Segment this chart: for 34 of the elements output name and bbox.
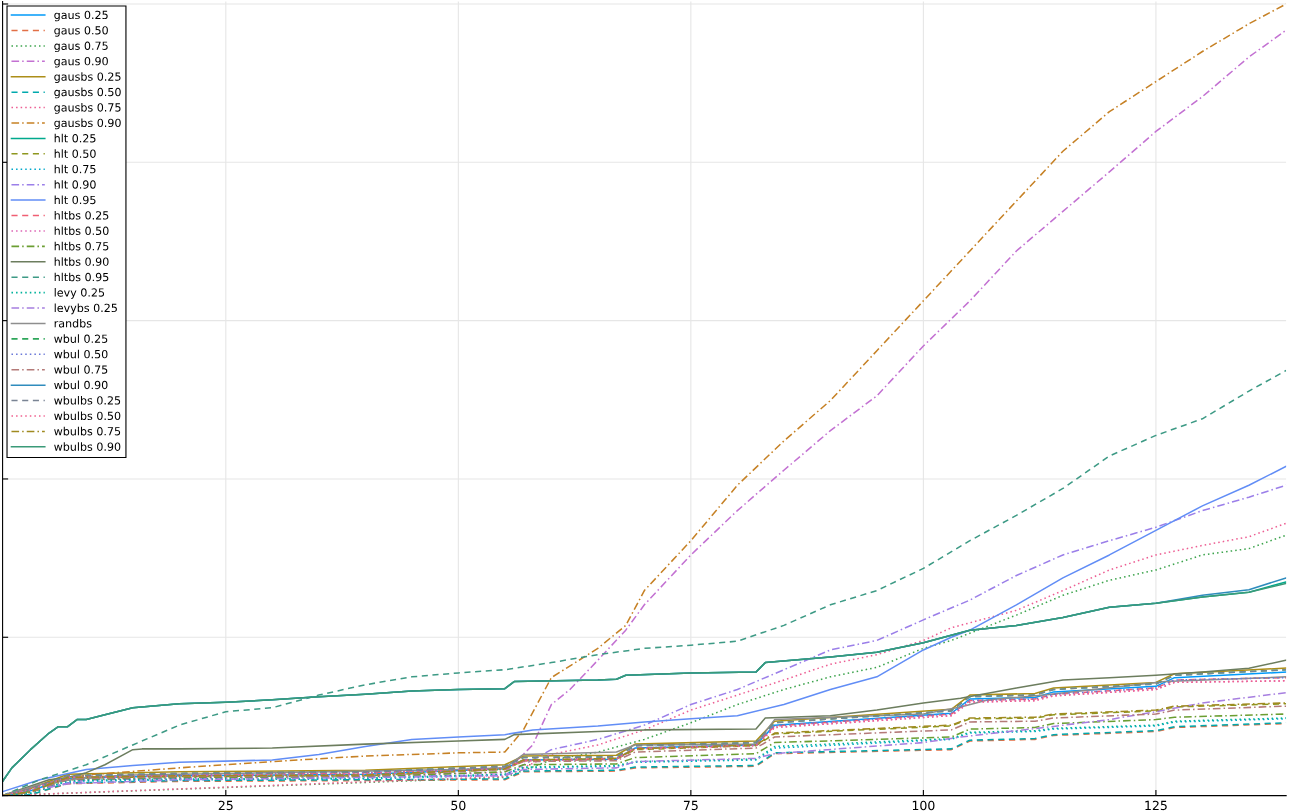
legend-label: hltbs 0.50 xyxy=(54,226,109,235)
x-tick-label: 25 xyxy=(218,800,233,811)
legend-label: hltbs 0.75 xyxy=(54,241,109,251)
legend-label: wbulbs 0.50 xyxy=(54,411,121,421)
legend-label: wbulbs 0.75 xyxy=(54,426,121,436)
legend-label: wbulbs 0.90 xyxy=(54,442,121,451)
legend-label: hltbs 0.90 xyxy=(54,257,109,266)
x-tick-label: 125 xyxy=(1145,800,1167,811)
legend-label: hlt 0.25 xyxy=(54,133,96,143)
legend-label: wbul 0.25 xyxy=(54,334,108,343)
x-tick-label: 75 xyxy=(683,800,698,811)
legend-label: randbs xyxy=(54,318,92,328)
legend-label: hltbs 0.25 xyxy=(54,210,109,220)
legend-label: gausbs 0.90 xyxy=(54,118,121,130)
legend-label: levy 0.25 xyxy=(54,288,105,299)
legend-label: hlt 0.75 xyxy=(54,164,96,174)
legend-label: wbul 0.90 xyxy=(54,380,108,390)
x-tick-label: 100 xyxy=(912,800,935,811)
legend-label: wbulbs 0.25 xyxy=(54,396,121,405)
legend-label: hlt 0.90 xyxy=(54,180,96,189)
legend-label: gaus 0.90 xyxy=(54,56,108,68)
legend-label: hlt 0.95 xyxy=(54,195,96,205)
legend-label: gaus 0.25 xyxy=(54,10,108,22)
legend-label: gausbs 0.75 xyxy=(54,103,121,114)
legend-label: wbul 0.75 xyxy=(54,365,108,374)
legend-label: gaus 0.50 xyxy=(54,26,108,37)
legend-label: wbul 0.50 xyxy=(54,349,108,359)
legend-label: hltbs 0.95 xyxy=(54,272,109,282)
legend-label: hlt 0.50 xyxy=(54,149,96,158)
x-tick-label: 50 xyxy=(451,800,466,811)
legend-label: gausbs 0.25 xyxy=(54,72,121,83)
legend-label: levybs 0.25 xyxy=(54,303,117,315)
legend-label: gaus 0.75 xyxy=(54,41,108,53)
legend-label: gausbs 0.50 xyxy=(54,87,121,99)
